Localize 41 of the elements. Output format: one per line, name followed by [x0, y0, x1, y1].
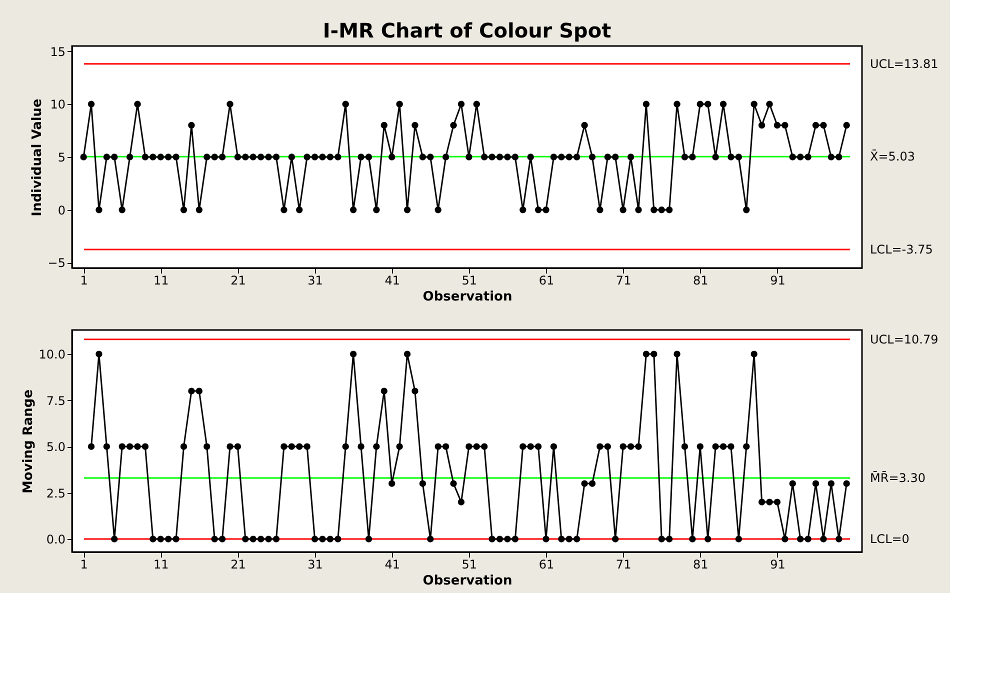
y-axis-title: Individual Value: [30, 98, 45, 216]
x-tick-label: 81: [693, 558, 708, 572]
y-axis-title: Moving Range: [20, 389, 36, 494]
ref-line-label: LCL=-3.75: [870, 242, 933, 256]
y-tick-label: −5: [48, 256, 66, 270]
ref-line-label: X̄=5.03: [870, 149, 915, 164]
y-tick-label: 0: [58, 203, 66, 218]
x-tick-label: 61: [538, 558, 554, 572]
ref-line-label: UCL=10.79: [870, 332, 938, 346]
x-tick-label: 71: [616, 274, 632, 288]
x-tick-label: 51: [462, 274, 478, 288]
x-tick-label: 11: [153, 274, 169, 288]
x-tick-label: 21: [230, 274, 246, 288]
x-tick-label: 51: [462, 558, 478, 572]
y-tick-label: 5.0: [46, 440, 66, 454]
x-tick-label: 91: [770, 274, 786, 288]
x-tick-label: 1: [80, 274, 88, 288]
y-tick-label: 15: [50, 44, 66, 59]
x-tick-label: 21: [230, 558, 246, 572]
ref-line-label: UCL=13.81: [870, 56, 938, 71]
ref-line-label: M̄R̄=3.30: [870, 470, 926, 485]
x-tick-label: 61: [538, 274, 554, 288]
x-tick-label: 71: [616, 558, 632, 572]
y-tick-label: 5: [58, 150, 66, 164]
x-tick-label: 1: [80, 558, 88, 572]
y-tick-label: 7.5: [46, 394, 66, 408]
x-tick-label: 41: [384, 274, 400, 288]
y-tick-label: 2.5: [46, 486, 66, 500]
x-tick-label: 31: [308, 274, 323, 288]
y-tick-label: 10.0: [38, 348, 66, 362]
x-tick-label: 31: [308, 558, 323, 572]
x-tick-label: 11: [153, 558, 169, 572]
x-tick-label: 41: [384, 558, 400, 572]
x-tick-label: 81: [693, 274, 708, 288]
y-tick-label: 0.0: [46, 532, 66, 547]
y-tick-label: 10: [50, 98, 66, 112]
x-tick-label: 91: [770, 558, 786, 572]
ref-line-label: LCL=0: [870, 532, 910, 546]
x-axis-title: Observation: [422, 290, 512, 304]
chart-title: I-MR Chart of Colour Spot: [322, 18, 612, 42]
x-axis-title: Observation: [422, 574, 512, 588]
